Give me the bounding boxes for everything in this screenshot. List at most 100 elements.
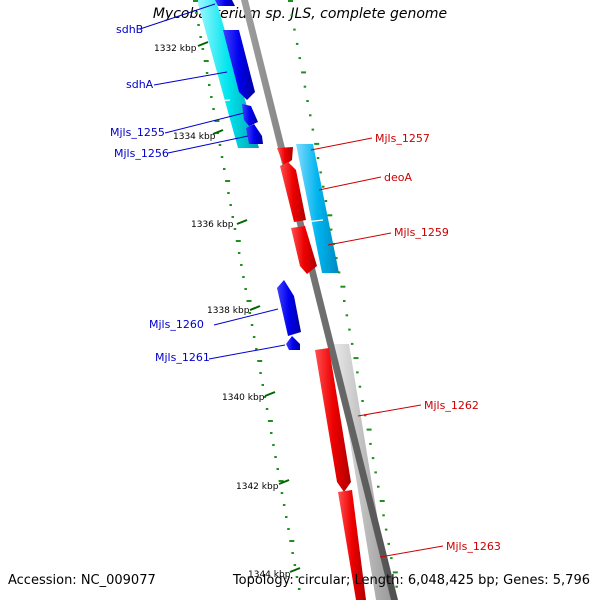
gc-dot	[356, 371, 359, 374]
gc-dot	[364, 414, 367, 417]
topology-summary: Topology: circular; Length: 6,048,425 bp…	[232, 573, 590, 588]
gc-dot	[361, 400, 364, 402]
gc-dot	[201, 48, 205, 50]
gc-dot	[382, 514, 385, 517]
gc-dot	[335, 257, 338, 260]
gc-dot	[366, 428, 372, 431]
cds-mjls-1257	[277, 147, 293, 166]
gc-dot	[374, 471, 377, 474]
gc-dot	[223, 168, 226, 170]
gc-dot	[345, 314, 349, 317]
cds-mjls-1260	[277, 280, 301, 336]
gc-dot	[276, 468, 279, 470]
tick-label-1338: 1338 kbp	[207, 306, 250, 316]
gc-dot	[377, 485, 380, 488]
gc-dot	[311, 128, 315, 131]
map-title: Mycobacterium sp. JLS, complete genome	[152, 6, 448, 22]
gc-dot	[285, 516, 288, 518]
gene-label-mjls-1257: Mjls_1257	[375, 132, 430, 145]
tick-label-1332: 1332 kbp	[154, 44, 197, 54]
gc-dot	[350, 342, 354, 345]
gc-dot	[337, 271, 341, 274]
gc-dot	[322, 185, 325, 188]
gc-dot	[289, 540, 295, 542]
genome-backbone	[241, 0, 398, 600]
gc-dot	[288, 0, 293, 2]
gc-dot	[298, 57, 301, 60]
gc-dot	[193, 0, 198, 2]
tick-1336	[236, 219, 248, 225]
cds-mjls-1255	[242, 104, 258, 126]
gene-label-deoA: deoA	[384, 171, 412, 184]
gc-dot	[195, 12, 198, 14]
gc-dot	[199, 36, 202, 38]
tick-1334	[212, 129, 224, 135]
gc-dot	[303, 85, 307, 88]
gc-dot	[293, 564, 297, 566]
gene-label-mjls-1263: Mjls_1263	[446, 540, 501, 553]
tick-1344	[289, 567, 301, 573]
gc-dot	[265, 408, 269, 410]
tick-label-1340: 1340 kbp	[222, 393, 265, 403]
gc-dot	[348, 328, 351, 331]
gc-dot	[205, 72, 209, 74]
gc-dot	[316, 157, 320, 160]
gc-dot	[392, 571, 398, 574]
gc-dot	[371, 457, 375, 460]
gc-dot	[214, 120, 220, 122]
gc-dot	[309, 114, 312, 117]
cds-deoA	[280, 162, 306, 222]
gc-dot	[248, 312, 252, 314]
gc-dot	[324, 200, 328, 202]
gc-dot	[246, 300, 252, 302]
gene-label-mjls-1256: Mjls_1256	[114, 147, 169, 160]
gc-dot	[218, 144, 222, 146]
gc-dot	[293, 28, 296, 31]
cds-sdhB	[215, 0, 235, 6]
reverse-blast-band	[296, 144, 339, 273]
tick-1332	[197, 41, 209, 47]
accession-label: Accession: NC_009077	[8, 573, 156, 588]
gc-dot	[212, 108, 215, 110]
gc-dot	[358, 385, 362, 388]
gc-dot	[295, 42, 299, 45]
scale-ticks	[197, 41, 301, 573]
forward-cds-features	[215, 0, 301, 350]
tick-1338	[249, 305, 261, 311]
reverse-label-leaders	[310, 137, 444, 558]
gc-dot	[257, 360, 263, 362]
tick-1340	[264, 391, 276, 397]
gc-dot	[280, 492, 284, 494]
gene-label-mjls-1260: Mjls_1260	[149, 318, 204, 331]
reverse-cds-features	[277, 147, 366, 600]
tick-1342	[278, 479, 290, 485]
cds-mjls-1256	[246, 124, 263, 144]
gc-dot	[261, 384, 264, 386]
gc-dot	[390, 557, 393, 560]
cds-sdhA	[223, 30, 255, 100]
gc-dot	[287, 528, 290, 530]
gc-dot	[395, 585, 398, 588]
gc-dot	[387, 542, 390, 545]
gc-dot	[237, 252, 241, 254]
tick-label-1336: 1336 kbp	[191, 220, 234, 230]
gc-dot	[197, 24, 200, 26]
gc-dot	[250, 324, 254, 326]
gc-dot	[343, 300, 346, 302]
gc-dot	[329, 228, 333, 231]
gc-dot	[210, 96, 213, 98]
gc-dot	[203, 60, 209, 62]
gc-dot	[272, 444, 275, 446]
gc-dot	[231, 216, 234, 218]
gc-dot	[314, 142, 320, 145]
gc-dot	[297, 588, 301, 590]
gc-dot	[301, 71, 307, 74]
cds-mjls-1262	[315, 348, 351, 492]
gc-dot	[270, 432, 273, 434]
gc-dot	[242, 276, 245, 278]
gc-dot	[235, 240, 241, 242]
gene-label-mjls-1259: Mjls_1259	[394, 226, 449, 239]
cds-mjls-1263	[338, 490, 366, 600]
gc-dot	[255, 348, 258, 350]
gc-dot	[220, 156, 224, 158]
